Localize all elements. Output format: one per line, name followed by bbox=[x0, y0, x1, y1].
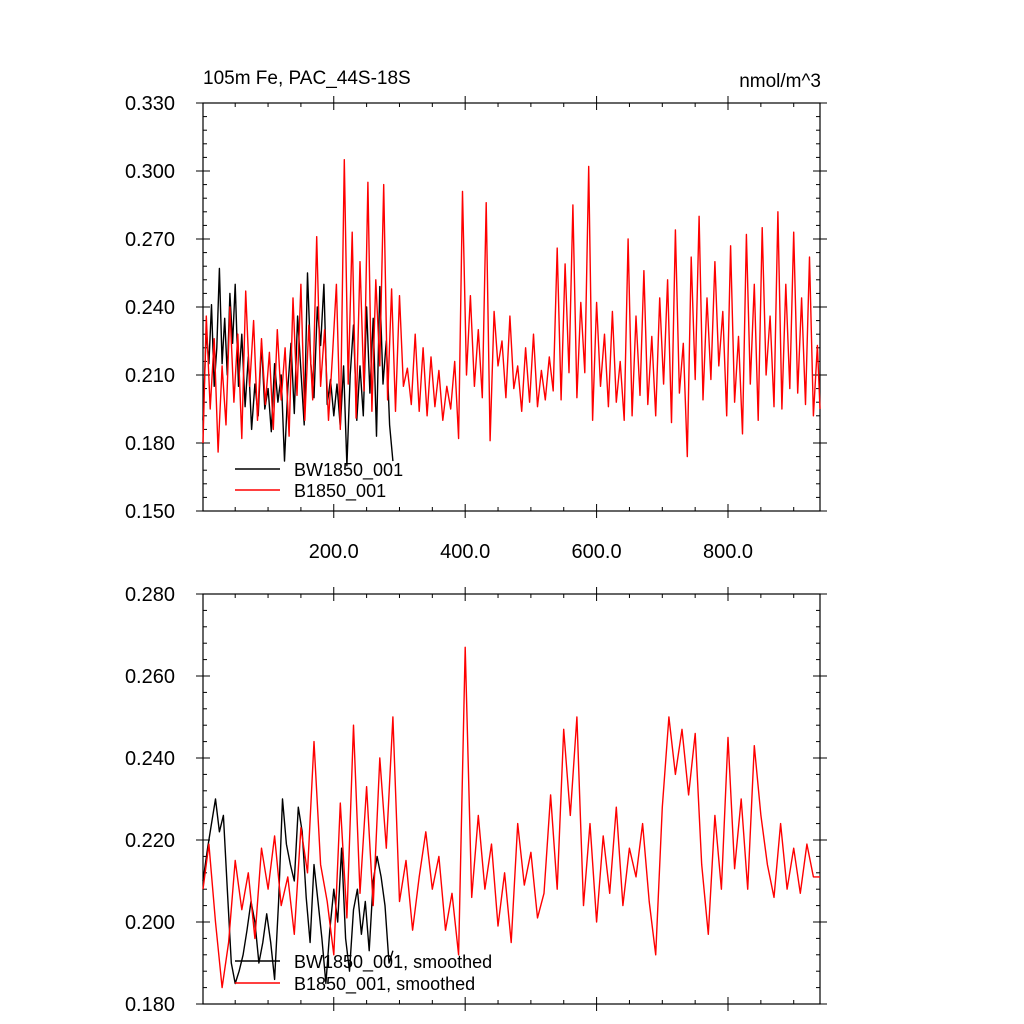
series-line-b1850-001 bbox=[202, 158, 821, 458]
series-line-b1850-001-smoothed bbox=[202, 646, 820, 989]
y-tick-label: 0.180 bbox=[125, 433, 175, 455]
y-tick-label: 0.300 bbox=[125, 161, 175, 183]
y-tick-label: 0.240 bbox=[125, 748, 175, 770]
x-tick-label: 200.0 bbox=[309, 541, 359, 563]
series-line-bw1850-001 bbox=[202, 267, 394, 467]
top-panel-title: 105m Fe, PAC_44S-18S bbox=[203, 68, 411, 89]
legend-label-bw1850: BW1850_001 bbox=[294, 460, 403, 481]
y-tick-label: 0.150 bbox=[125, 501, 175, 523]
y-tick-label: 0.200 bbox=[125, 912, 175, 934]
y-tick-label: 0.220 bbox=[125, 830, 175, 852]
bottom-y-tick-labels: 0.180 0.200 0.220 0.240 0.260 0.280 bbox=[125, 584, 175, 1016]
bottom-legend: BW1850_001, smoothed B1850_001, smoothed bbox=[235, 952, 492, 995]
top-legend: BW1850_001 B1850_001 bbox=[235, 460, 403, 502]
legend-label-b1850-smoothed: B1850_001, smoothed bbox=[294, 974, 475, 995]
y-tick-label: 0.280 bbox=[125, 584, 175, 606]
top-panel-units: nmol/m^3 bbox=[739, 71, 821, 92]
bottom-series-lines bbox=[202, 646, 820, 989]
top-series-lines bbox=[202, 158, 821, 467]
bottom-plot-frame bbox=[202, 593, 821, 1005]
y-tick-label: 0.210 bbox=[125, 365, 175, 387]
legend-label-b1850: B1850_001 bbox=[294, 481, 386, 502]
legend-label-bw1850-smoothed: BW1850_001, smoothed bbox=[294, 952, 492, 973]
top-panel: 105m Fe, PAC_44S-18S nmol/m^3 0.150 0.180… bbox=[125, 68, 827, 563]
y-tick-label: 0.240 bbox=[125, 297, 175, 319]
bottom-axis-ticks bbox=[196, 587, 827, 1011]
x-tick-label: 600.0 bbox=[572, 541, 622, 563]
y-tick-label: 0.180 bbox=[125, 994, 175, 1016]
top-x-tick-labels: 200.0 400.0 600.0 800.0 bbox=[309, 541, 753, 563]
x-tick-label: 400.0 bbox=[440, 541, 490, 563]
x-tick-label: 800.0 bbox=[703, 541, 753, 563]
y-tick-label: 0.270 bbox=[125, 229, 175, 251]
bottom-panel: 0.180 0.200 0.220 0.240 0.260 0.280 BW1850_00… bbox=[125, 584, 827, 1016]
top-plot-frame bbox=[202, 102, 821, 512]
top-y-tick-labels: 0.150 0.180 0.210 0.240 0.270 0.300 0.330 bbox=[125, 93, 175, 523]
y-tick-label: 0.260 bbox=[125, 666, 175, 688]
y-tick-label: 0.330 bbox=[125, 93, 175, 115]
